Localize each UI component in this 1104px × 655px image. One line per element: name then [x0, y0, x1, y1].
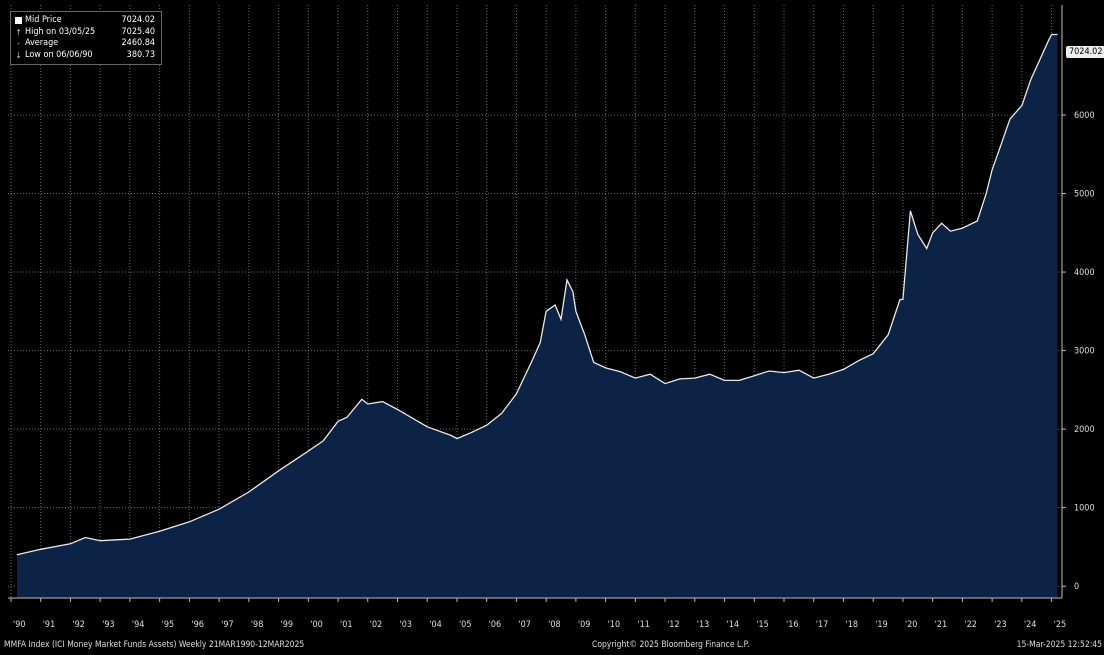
- x-tick-label: '13: [697, 620, 710, 630]
- x-tick-label: '23: [994, 620, 1007, 630]
- x-tick-label: '06: [489, 620, 502, 630]
- x-tick-label: '20: [905, 620, 918, 630]
- mid-price-swatch: [15, 17, 22, 25]
- x-tick-label: '10: [608, 620, 621, 630]
- x-tick-label: '18: [845, 620, 858, 630]
- x-tick-label: '02: [370, 620, 383, 630]
- legend-average: - Average 2460.84: [15, 38, 155, 50]
- x-tick-label: '14: [727, 620, 740, 630]
- x-tick-label: '03: [399, 620, 412, 630]
- legend-low-label: Low on 06/06/90: [25, 49, 93, 60]
- legend-average-value: 2460.84: [121, 38, 155, 48]
- x-tick-label: '00: [310, 620, 323, 630]
- axes: [8, 5, 1063, 599]
- x-tick-label: '22: [964, 620, 977, 630]
- legend-mid-value: 7024.02: [121, 15, 155, 25]
- legend-average-label: Average: [25, 38, 59, 48]
- legend-high-value: 7025.40: [121, 26, 155, 37]
- x-tick-label: '16: [786, 620, 799, 630]
- x-tick-label: '93: [102, 620, 115, 630]
- x-tick-label: '99: [281, 620, 294, 630]
- footer-timestamp: 15-Mar-2025 12:52:45: [1016, 640, 1102, 650]
- x-tick-label: '05: [459, 620, 472, 630]
- high-marker-icon: ↑: [15, 27, 22, 37]
- last-value-tag: 7024.02: [1066, 46, 1104, 58]
- y-tick-label: 6000: [1074, 111, 1095, 121]
- legend-high: ↑ High on 03/05/25 7025.40: [15, 27, 155, 39]
- series-line: [16, 33, 1058, 556]
- legend-mid-price: Mid Price 7024.02: [15, 15, 155, 27]
- x-tick-label: '91: [43, 620, 56, 630]
- x-tick-label: '90: [13, 620, 26, 630]
- legend-low-value: 380.73: [126, 49, 155, 60]
- x-tick-label: '07: [518, 620, 531, 630]
- x-tick-label: '11: [637, 620, 650, 630]
- x-tick-label: '17: [816, 620, 829, 630]
- x-tick-label: '09: [578, 620, 591, 630]
- average-marker-icon: -: [17, 39, 20, 48]
- x-tick-label: '98: [251, 620, 264, 630]
- x-tick-label: '92: [72, 620, 85, 630]
- x-tick-label: '96: [191, 620, 204, 630]
- footer-copyright: Copyright© 2025 Bloomberg Finance L.P.: [592, 640, 750, 650]
- x-axis-ticks: '90 '91 '92 '93 '94 '95 '96 '97 '98 '99 '00 '01 '02 '…: [10, 598, 1067, 630]
- x-tick-label: '04: [429, 620, 442, 630]
- y-tick-label: 2000: [1074, 425, 1095, 435]
- legend-low: ↓ Low on 06/06/90 380.73: [15, 50, 155, 62]
- footer-index-description: MMFA Index (ICI Money Market Funds Asset…: [4, 640, 305, 650]
- y-axis-ticks: 0 1000 2000 3000 4000 5000 6000: [1062, 111, 1095, 592]
- x-tick-label: '95: [162, 620, 175, 630]
- legend-mid-label: Mid Price: [25, 15, 62, 25]
- x-tick-label: '25: [1054, 620, 1067, 630]
- x-tick-label: '19: [875, 620, 888, 630]
- x-tick-label: '08: [548, 620, 561, 630]
- x-tick-label: '15: [756, 620, 769, 630]
- y-tick-label: 0: [1074, 582, 1079, 592]
- x-tick-label: '94: [132, 620, 145, 630]
- legend: Mid Price 7024.02 ↑ High on 03/05/25 7025…: [10, 11, 162, 65]
- x-tick-label: '12: [667, 620, 680, 630]
- low-marker-icon: ↓: [15, 50, 22, 60]
- y-tick-label: 5000: [1074, 190, 1095, 200]
- x-tick-label: '24: [1024, 620, 1037, 630]
- x-tick-label: '01: [340, 620, 353, 630]
- series-area-fill: [16, 34, 1058, 598]
- legend-high-label: High on 03/05/25: [25, 26, 96, 37]
- x-tick-label: '97: [221, 620, 234, 630]
- y-tick-label: 4000: [1074, 268, 1095, 278]
- y-tick-label: 3000: [1074, 347, 1095, 357]
- x-tick-label: '21: [935, 620, 948, 630]
- y-tick-label: 1000: [1074, 504, 1095, 514]
